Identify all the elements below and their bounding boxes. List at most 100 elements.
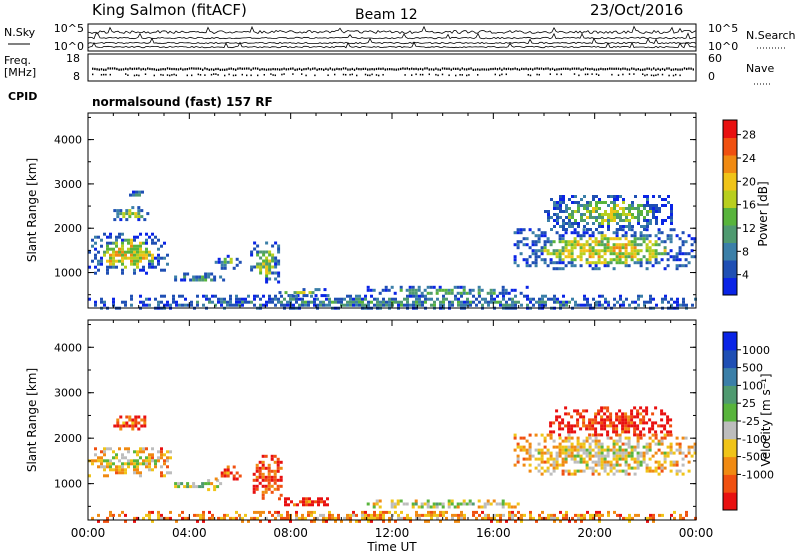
data-cell xyxy=(661,513,664,517)
data-cell xyxy=(601,201,604,204)
data-cell xyxy=(606,264,610,268)
data-cell xyxy=(586,210,589,213)
data-cell xyxy=(477,288,481,292)
freq-trace-mark xyxy=(659,68,661,71)
data-cell xyxy=(361,300,364,304)
data-cell xyxy=(654,442,658,446)
data-cell xyxy=(418,303,421,307)
data-cell xyxy=(378,499,382,503)
data-cell xyxy=(612,267,616,271)
data-cell xyxy=(580,513,583,517)
freq-trace-mark xyxy=(591,73,593,75)
data-cell xyxy=(582,231,586,235)
data-cell xyxy=(109,247,112,251)
data-cell xyxy=(519,291,523,295)
freq-trace-mark xyxy=(582,68,584,71)
data-cell xyxy=(585,261,589,265)
data-cell xyxy=(573,430,577,434)
freq-trace-mark xyxy=(479,68,481,71)
freq-trace-mark xyxy=(138,67,140,70)
data-cell xyxy=(138,193,141,197)
data-cell xyxy=(594,415,598,419)
freq-trace-mark xyxy=(435,67,437,70)
data-cell xyxy=(340,519,343,523)
data-cell xyxy=(646,222,649,225)
data-cell xyxy=(564,448,568,452)
data-cell xyxy=(549,261,553,265)
freq-trace-mark xyxy=(351,67,353,71)
data-cell xyxy=(148,265,151,269)
data-cell xyxy=(658,513,661,517)
data-cell xyxy=(100,450,103,454)
data-cell xyxy=(388,303,391,307)
data-cell xyxy=(624,255,628,259)
data-cell xyxy=(109,447,112,451)
data-cell xyxy=(183,278,187,282)
data-cell xyxy=(131,421,135,425)
data-cell xyxy=(259,519,262,523)
data-cell xyxy=(670,213,673,216)
data-cell xyxy=(116,215,120,219)
data-cell xyxy=(568,213,571,216)
data-cell xyxy=(651,424,655,428)
data-cell xyxy=(606,448,610,452)
data-cell xyxy=(250,253,254,257)
data-cell xyxy=(409,294,412,298)
data-cell xyxy=(366,285,370,289)
data-cell xyxy=(646,300,649,304)
data-cell xyxy=(378,291,382,295)
data-cell xyxy=(226,468,230,472)
data-cell xyxy=(565,513,568,517)
data-cell xyxy=(103,519,106,523)
data-cell xyxy=(262,262,266,266)
data-cell xyxy=(579,249,583,253)
freq-trace-mark xyxy=(136,74,138,76)
data-cell xyxy=(471,288,475,292)
data-cell xyxy=(299,291,303,295)
data-cell xyxy=(122,212,126,216)
data-cell xyxy=(346,303,349,307)
data-cell xyxy=(481,303,484,307)
data-cell xyxy=(600,421,604,425)
data-cell xyxy=(690,445,694,449)
freq-trace-mark xyxy=(661,67,664,71)
freq-trace-mark xyxy=(155,68,158,71)
data-cell xyxy=(631,213,634,216)
data-cell xyxy=(586,297,589,301)
data-cell xyxy=(577,222,580,225)
data-cell xyxy=(525,451,529,455)
data-cell xyxy=(361,513,364,517)
data-cell xyxy=(277,280,281,284)
data-cell xyxy=(154,265,157,269)
velocity-region-0 xyxy=(88,447,172,478)
data-cell xyxy=(217,516,220,520)
freq-trace-mark xyxy=(468,74,470,76)
data-cell xyxy=(541,303,544,307)
data-cell xyxy=(133,450,136,454)
colorbar-segment xyxy=(723,492,737,511)
data-cell xyxy=(520,303,523,307)
data-cell xyxy=(274,262,278,266)
data-cell xyxy=(615,460,619,464)
data-cell xyxy=(256,265,260,269)
freq-trace-mark xyxy=(560,73,562,76)
data-cell xyxy=(627,252,631,256)
data-cell xyxy=(621,228,625,232)
data-cell xyxy=(382,513,385,517)
data-cell xyxy=(264,490,268,494)
data-cell xyxy=(280,303,283,307)
colorbar-frame xyxy=(722,119,738,296)
data-cell xyxy=(229,300,232,304)
data-cell xyxy=(408,291,412,295)
data-cell xyxy=(148,510,151,514)
data-cell xyxy=(571,216,574,219)
data-cell xyxy=(130,262,133,266)
data-cell xyxy=(579,255,583,259)
data-cell xyxy=(669,469,673,473)
data-cell xyxy=(610,219,613,222)
data-cell xyxy=(630,424,634,428)
data-cell xyxy=(477,291,481,295)
data-cell xyxy=(670,204,673,207)
data-cell xyxy=(568,216,571,219)
data-cell xyxy=(137,206,141,210)
